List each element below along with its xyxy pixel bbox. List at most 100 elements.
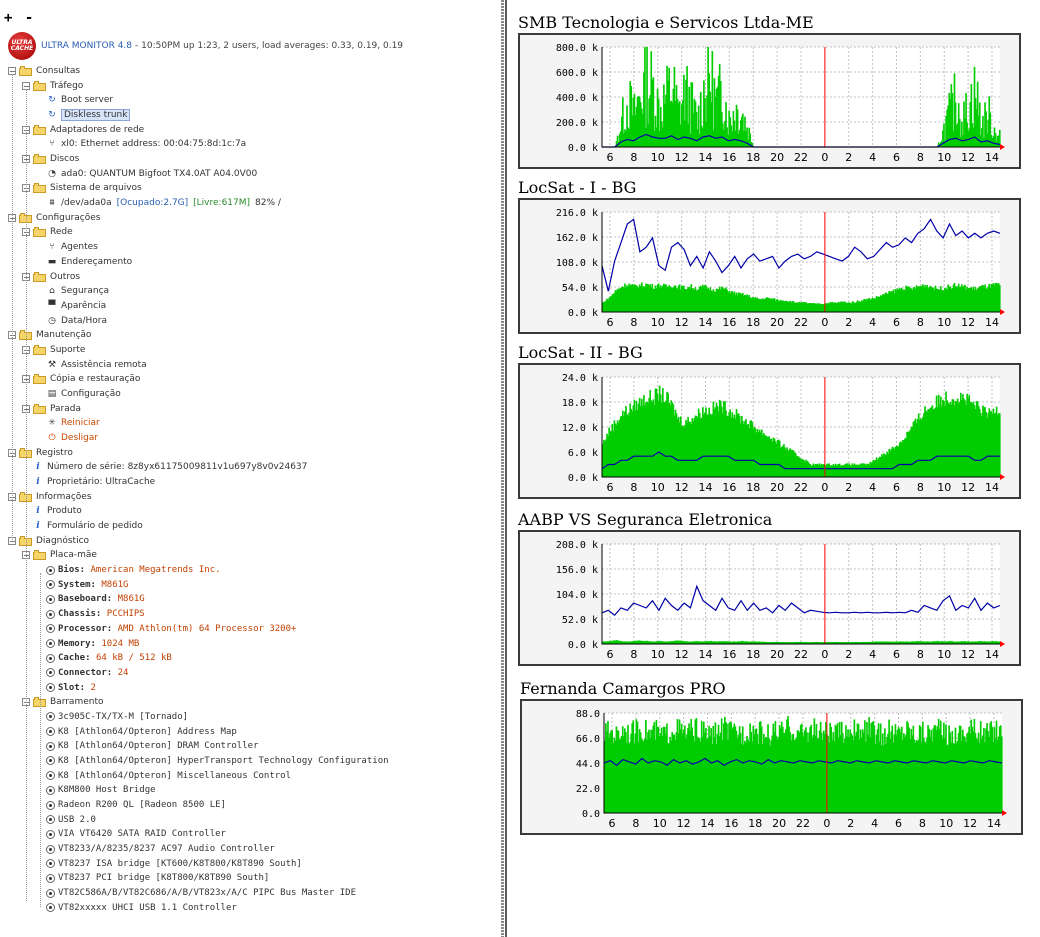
bus-item[interactable]: VT82xxxxx UHCI USB 1.1 Controller [36,901,237,915]
tree-label[interactable]: Número de série: 8z8yx61175009811v1u697y… [47,462,308,473]
tree-enderecamento[interactable]: ▬ Endereçamento [36,255,132,269]
tree-label[interactable]: Agentes [61,242,98,253]
tree-consultas[interactable]: − Consultas [8,64,80,78]
board-item[interactable]: Memory: 1024 MB [36,637,139,651]
tree-label[interactable]: Segurança [61,286,110,297]
tree-label[interactable]: Parada [50,403,81,414]
tree-desligar[interactable]: ⏻ Desligar [36,431,98,445]
tree-barramento[interactable]: − Barramento [22,695,104,709]
tree-manutencao[interactable]: − Manutenção [8,328,91,342]
tree-label[interactable]: Manutenção [36,330,92,341]
inbound-bar [902,440,904,477]
tree-label[interactable]: Boot server [61,95,114,106]
bus-item[interactable]: K8M800 Host Bridge [36,783,156,797]
tree-diskless-trunk[interactable]: ↻ Diskless trunk [36,108,131,122]
tree-label[interactable]: Data/Hora [61,315,108,326]
app-title[interactable]: ULTRA MONITOR 4.8 [41,41,133,51]
bus-item[interactable]: K8 [Athlon64/Opteron] Address Map [36,725,237,739]
board-item[interactable]: Cache: 64 kB / 512 kB [36,651,172,665]
tree-rede[interactable]: − Rede [22,225,73,239]
tree-placa-mae[interactable]: − Placa-mãe [22,548,97,562]
tree-ada0[interactable]: ◔ ada0: QUANTUM Bigfoot TX4.0AT A04.0V00 [36,167,257,181]
tree-sistema-de-arquivos[interactable]: − Sistema de arquivos [22,181,142,195]
tree-label[interactable]: Reiniciar [61,418,100,429]
tree-label[interactable]: Consultas [36,66,81,76]
board-item[interactable]: System: M861G [36,578,128,592]
tree-label[interactable]: Produto [47,506,82,517]
bus-item[interactable]: VT8237 ISA bridge [KT600/K8T800/K8T890 S… [36,857,302,871]
bus-item[interactable]: Radeon R200 QL [Radeon 8500 LE] [36,798,226,812]
tree-label[interactable]: ada0: QUANTUM Bigfoot TX4.0AT A04.0V00 [61,168,258,179]
tree-label[interactable]: Rede [50,227,73,238]
board-item[interactable]: Slot: 2 [36,681,96,695]
tree-xl0[interactable]: ⑂ xl0: Ethernet address: 00:04:75:8d:1c:7… [36,137,246,151]
bus-item[interactable]: VT82C586A/B/VT82C686/A/B/VT823x/A/C PIPC… [36,886,356,900]
tree-label[interactable]: Aparência [61,300,107,311]
tree-label[interactable]: Assistência remota [61,359,147,370]
pane-resizer[interactable] [501,0,504,937]
board-item[interactable]: Bios: American Megatrends Inc. [36,563,221,577]
expand-all-button[interactable]: + [4,10,15,26]
tree-registro[interactable]: − Registro [8,446,73,460]
tree-aparencia[interactable]: ▀ Aparência [36,299,107,313]
bus-item[interactable]: 3c905C-TX/TX-M [Tornado] [36,710,188,724]
bus-item[interactable]: K8 [Athlon64/Opteron] HyperTransport Tec… [36,754,389,768]
tree-label[interactable]: Informações [36,491,92,502]
board-item[interactable]: Processor: AMD Athlon(tm) 64 Processor 3… [36,622,296,636]
tree-label[interactable]: Suporte [50,344,86,355]
tree-label[interactable]: Registro [36,447,73,458]
tree-configuracoes[interactable]: − Configurações [8,211,100,225]
tree-label[interactable]: Configuração [61,388,121,399]
tree-label[interactable]: Endereçamento [61,256,133,267]
inbound-bar [773,438,776,477]
tree-diagnostico[interactable]: − Diagnóstico [8,534,89,548]
tree-label[interactable]: Configurações [36,212,101,223]
bus-item[interactable]: VIA VT6420 SATA RAID Controller [36,827,226,841]
tree-numero-de-serie[interactable]: i Número de série: 8z8yx61175009811v1u697… [22,460,307,474]
tree-copia-e-restauracao[interactable]: − Cópia e restauração [22,372,140,386]
bus-item[interactable]: K8 [Athlon64/Opteron] Miscellaneous Cont… [36,769,291,783]
tree-data-hora[interactable]: ◷ Data/Hora [36,314,107,328]
tree-label[interactable]: Discos [50,154,80,165]
tree-informacoes[interactable]: − Informações [8,490,92,504]
tree-configuracao[interactable]: ▤ Configuração [36,387,121,401]
tree-assistencia-remota[interactable]: ⚒ Assistência remota [36,358,147,372]
board-item[interactable]: Connector: 24 [36,666,128,680]
collapse-all-button[interactable]: - [24,10,36,26]
tree-boot-server[interactable]: ↻ Boot server [36,93,113,107]
tree-label[interactable]: Barramento [50,697,104,708]
board-item[interactable]: Baseboard: M861G [36,592,145,606]
tree-proprietario[interactable]: i Proprietário: UltraCache [22,475,155,489]
tree-agentes[interactable]: ⑂ Agentes [36,240,98,254]
tree-label[interactable]: Cópia e restauração [50,374,141,385]
tree-label[interactable]: Tráfego [50,80,84,91]
tree-label[interactable]: Diagnóstico [36,535,90,546]
bus-item[interactable]: VT8233/A/8235/8237 AC97 Audio Controller [36,842,275,856]
tree-label[interactable]: Outros [50,271,81,282]
tree-suporte[interactable]: − Suporte [22,343,85,357]
tree-reiniciar[interactable]: ✳ Reiniciar [36,416,100,430]
tree-trafego[interactable]: − Tráfego [22,79,83,93]
tree-produto[interactable]: i Produto [22,504,82,518]
tree-formulario-de-pedido[interactable]: i Formulário de pedido [22,519,143,533]
tree-label[interactable]: Diskless trunk [61,109,131,122]
inbound-bar [805,641,807,644]
tree-label[interactable]: xl0: Ethernet address: 00:04:75:8d:1c:7a [61,139,247,150]
tree-seguranca[interactable]: ⌂ Segurança [36,284,109,298]
tree-label[interactable]: Proprietário: UltraCache [47,477,156,488]
tree-outros[interactable]: − Outros [22,270,80,284]
board-item[interactable]: Chassis: PCCHIPS [36,607,145,621]
tree-label[interactable]: Placa-mãe [50,550,97,561]
tree-label[interactable]: Sistema de arquivos [50,183,142,194]
tree-discos[interactable]: − Discos [22,152,79,166]
tree-dev-ada0a[interactable]: ⩩/dev/ada0a [Ocupado:2.7G] [Livre:617M] 82%… [36,196,286,210]
tree-parada[interactable]: − Parada [22,402,81,416]
bus-item[interactable]: VT8237 PCI bridge [K8T800/K8T890 South] [36,871,269,885]
tree-label[interactable]: Desligar [61,433,99,443]
inbound-bar [623,416,625,477]
tree-label[interactable]: Adaptadores de rede [50,124,145,135]
tree-label[interactable]: Formulário de pedido [47,521,143,532]
bus-item[interactable]: USB 2.0 [36,813,96,827]
tree-adaptadores-de-rede[interactable]: − Adaptadores de rede [22,123,144,137]
bus-item[interactable]: K8 [Athlon64/Opteron] DRAM Controller [36,739,258,753]
